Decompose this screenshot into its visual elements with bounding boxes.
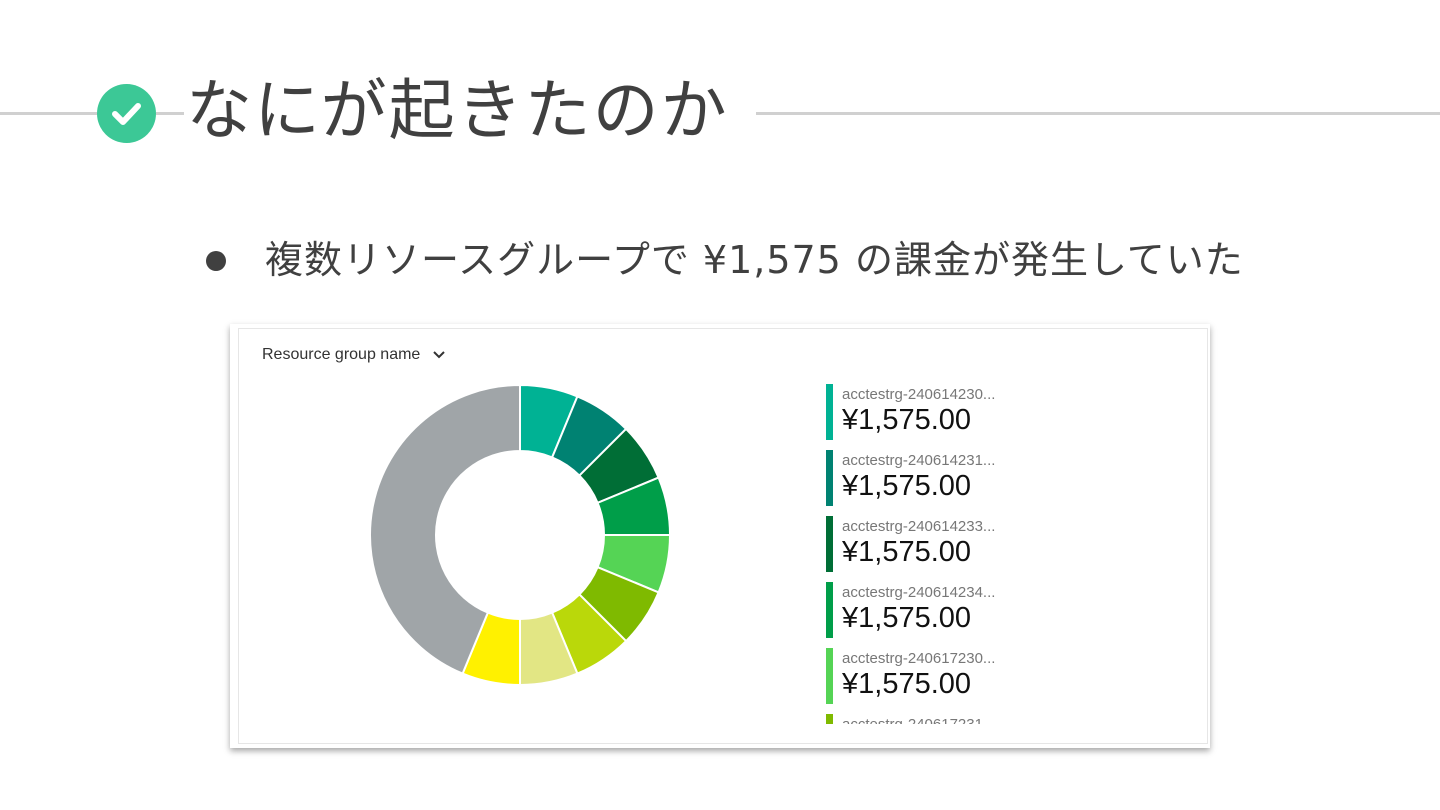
legend-color-swatch bbox=[826, 384, 833, 440]
legend-color-swatch bbox=[826, 648, 833, 704]
card-border bbox=[238, 328, 1208, 744]
legend-item[interactable]: acctestrg-240617230... ¥1,575.00 bbox=[826, 648, 1026, 714]
donut-slice[interactable] bbox=[369, 383, 521, 675]
legend-label: acctestrg-240617230... bbox=[842, 650, 996, 667]
legend-item[interactable]: acctestrg-240617231... bbox=[826, 714, 1026, 724]
legend-color-swatch bbox=[826, 714, 833, 724]
legend-label: acctestrg-240614234... bbox=[842, 584, 996, 601]
slide-title: なにが起きたのか bbox=[186, 72, 729, 149]
legend-value: ¥1,575.00 bbox=[842, 404, 972, 436]
title-rule-left bbox=[0, 112, 97, 115]
chart-legend: acctestrg-240614230... ¥1,575.00 acctestrg… bbox=[826, 384, 1026, 724]
donut-chart bbox=[369, 383, 672, 687]
legend-color-swatch bbox=[826, 582, 833, 638]
legend-item[interactable]: acctestrg-240614233... ¥1,575.00 bbox=[826, 516, 1026, 582]
bullet-text: 複数リソースグループで ¥1,575 の課金が発生していた bbox=[265, 238, 1244, 282]
cost-chart-card: Resource group name acctestrg-240614230.… bbox=[230, 324, 1210, 748]
legend-item[interactable]: acctestrg-240614230... ¥1,575.00 bbox=[826, 384, 1026, 450]
legend-item[interactable]: acctestrg-240614234... ¥1,575.00 bbox=[826, 582, 1026, 648]
chevron-down-icon bbox=[433, 351, 446, 359]
legend-value: ¥1,575.00 bbox=[842, 470, 972, 502]
legend-value: ¥1,575.00 bbox=[842, 602, 972, 634]
legend-item[interactable]: acctestrg-240614231... ¥1,575.00 bbox=[826, 450, 1026, 516]
bullet-dot bbox=[206, 251, 226, 271]
legend-value: ¥1,575.00 bbox=[842, 536, 972, 568]
group-by-dropdown[interactable]: Resource group name bbox=[262, 346, 446, 364]
title-rule-right bbox=[756, 112, 1440, 115]
legend-value: ¥1,575.00 bbox=[842, 668, 972, 700]
dropdown-label: Resource group name bbox=[262, 346, 421, 363]
check-icon bbox=[97, 84, 156, 143]
legend-color-swatch bbox=[826, 516, 833, 572]
legend-label: acctestrg-240614233... bbox=[842, 518, 996, 535]
legend-label: acctestrg-240614231... bbox=[842, 452, 996, 469]
legend-label: acctestrg-240614230... bbox=[842, 386, 996, 403]
title-rule-mid bbox=[156, 112, 184, 115]
legend-label: acctestrg-240617231... bbox=[842, 716, 995, 724]
legend-color-swatch bbox=[826, 450, 833, 506]
